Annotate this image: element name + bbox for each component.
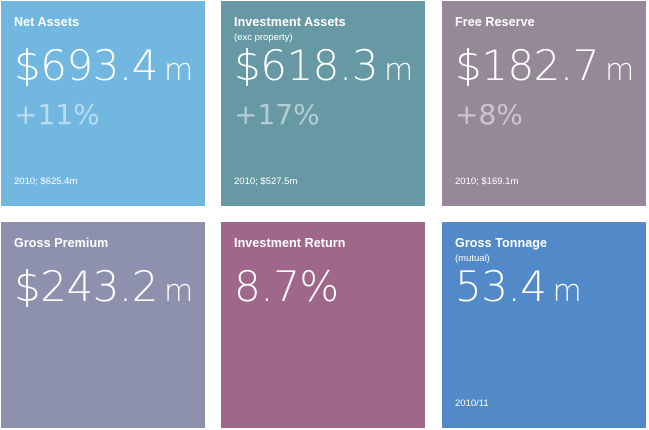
tile-free-reserve: Free Reserve $182.7 m +8% 2010; $169.1m — [442, 1, 646, 206]
tile-value-number: 53.4 — [455, 262, 547, 311]
tile-note: 2010/11 — [455, 398, 489, 409]
tile-gross-tonnage: Gross Tonnage (mutual) 53.4 m 2010/11 — [442, 222, 646, 428]
tile-note: 2010; $169.1m — [455, 176, 519, 187]
tile-title: Free Reserve — [455, 15, 535, 29]
tile-title: Gross Tonnage — [455, 236, 548, 250]
tile-subtitle: (mutual) — [455, 253, 490, 264]
tile-title: Gross Premium — [14, 236, 109, 250]
tile-value-unit: m — [163, 274, 194, 309]
tile-title: Investment Return — [234, 236, 346, 250]
tile-value: $182.7 m — [455, 45, 634, 87]
tile-title: Net Assets — [14, 15, 80, 29]
tile-note: 2010; $625.4m — [14, 176, 78, 187]
tile-net-assets: Net Assets $693.4 m +11% 2010; $625.4m — [1, 1, 205, 206]
tile-note: 2010; $527.5m — [234, 176, 298, 187]
tile-title: Investment Assets — [234, 15, 346, 29]
tile-value: 53.4 m — [455, 266, 582, 308]
tile-value-number: $693.4 — [14, 41, 158, 90]
tile-gross-premium: Gross Premium $243.2 m — [1, 222, 205, 428]
tile-value: $243.2 m — [14, 266, 193, 308]
tile-change: +17% — [234, 98, 320, 131]
tile-subtitle: (exc property) — [234, 32, 293, 43]
tile-value-unit: m — [383, 53, 414, 88]
tile-value: $693.4 m — [14, 45, 193, 87]
tile-value-unit: m — [163, 53, 194, 88]
tile-value-unit: m — [552, 274, 582, 309]
tile-change: +11% — [14, 98, 100, 131]
tile-value-number: $182.7 — [455, 41, 599, 90]
tile-investment-return: Investment Return 8.7% — [221, 222, 425, 428]
tile-value: 8.7% — [234, 266, 339, 308]
tile-value-number: 8.7% — [234, 262, 339, 311]
tile-value: $618.3 m — [234, 45, 413, 87]
tile-investment-assets: Investment Assets (exc property) $618.3 m… — [221, 1, 425, 206]
tile-change: +8% — [455, 98, 523, 131]
tile-value-number: $243.2 — [14, 262, 158, 311]
tile-value-number: $618.3 — [234, 41, 378, 90]
tile-value-unit: m — [604, 53, 635, 88]
